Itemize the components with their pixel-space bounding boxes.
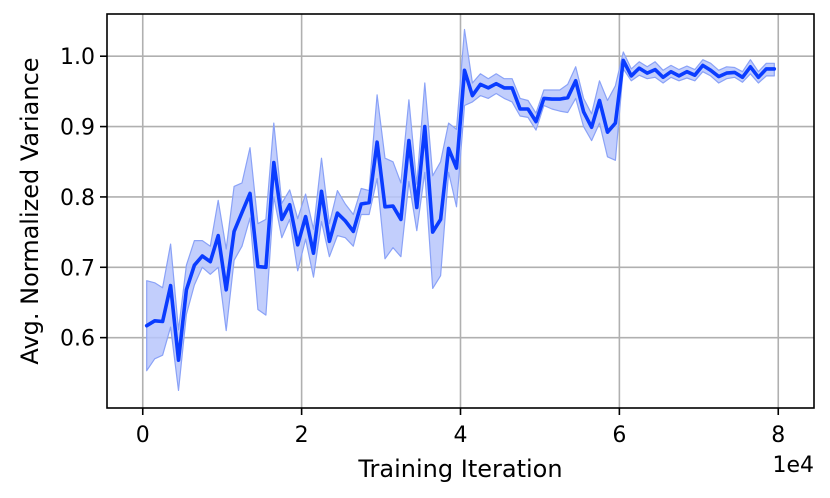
x-axis-ticks: 0 2 4 6 8 <box>136 408 785 448</box>
x-tick-label-4: 8 <box>771 423 785 448</box>
x-axis-offset-label: 1e4 <box>772 453 814 478</box>
y-tick-label-4: 1.0 <box>60 45 95 70</box>
x-tick-label-0: 0 <box>136 423 150 448</box>
variance-line <box>144 58 777 362</box>
y-tick-label-2: 0.8 <box>60 186 95 211</box>
y-axis-label: Avg. Normalized Variance <box>16 57 44 364</box>
x-axis-label: Training Iteration <box>357 455 562 483</box>
y-tick-label-1: 0.7 <box>60 256 95 281</box>
x-tick-label-2: 4 <box>454 423 468 448</box>
y-tick-label-0: 0.6 <box>60 327 95 352</box>
x-tick-label-1: 2 <box>295 423 309 448</box>
x-tick-label-3: 6 <box>612 423 626 448</box>
y-axis-ticks: 0.6 0.7 0.8 0.9 1.0 <box>60 45 107 352</box>
y-tick-label-3: 0.9 <box>60 116 95 141</box>
